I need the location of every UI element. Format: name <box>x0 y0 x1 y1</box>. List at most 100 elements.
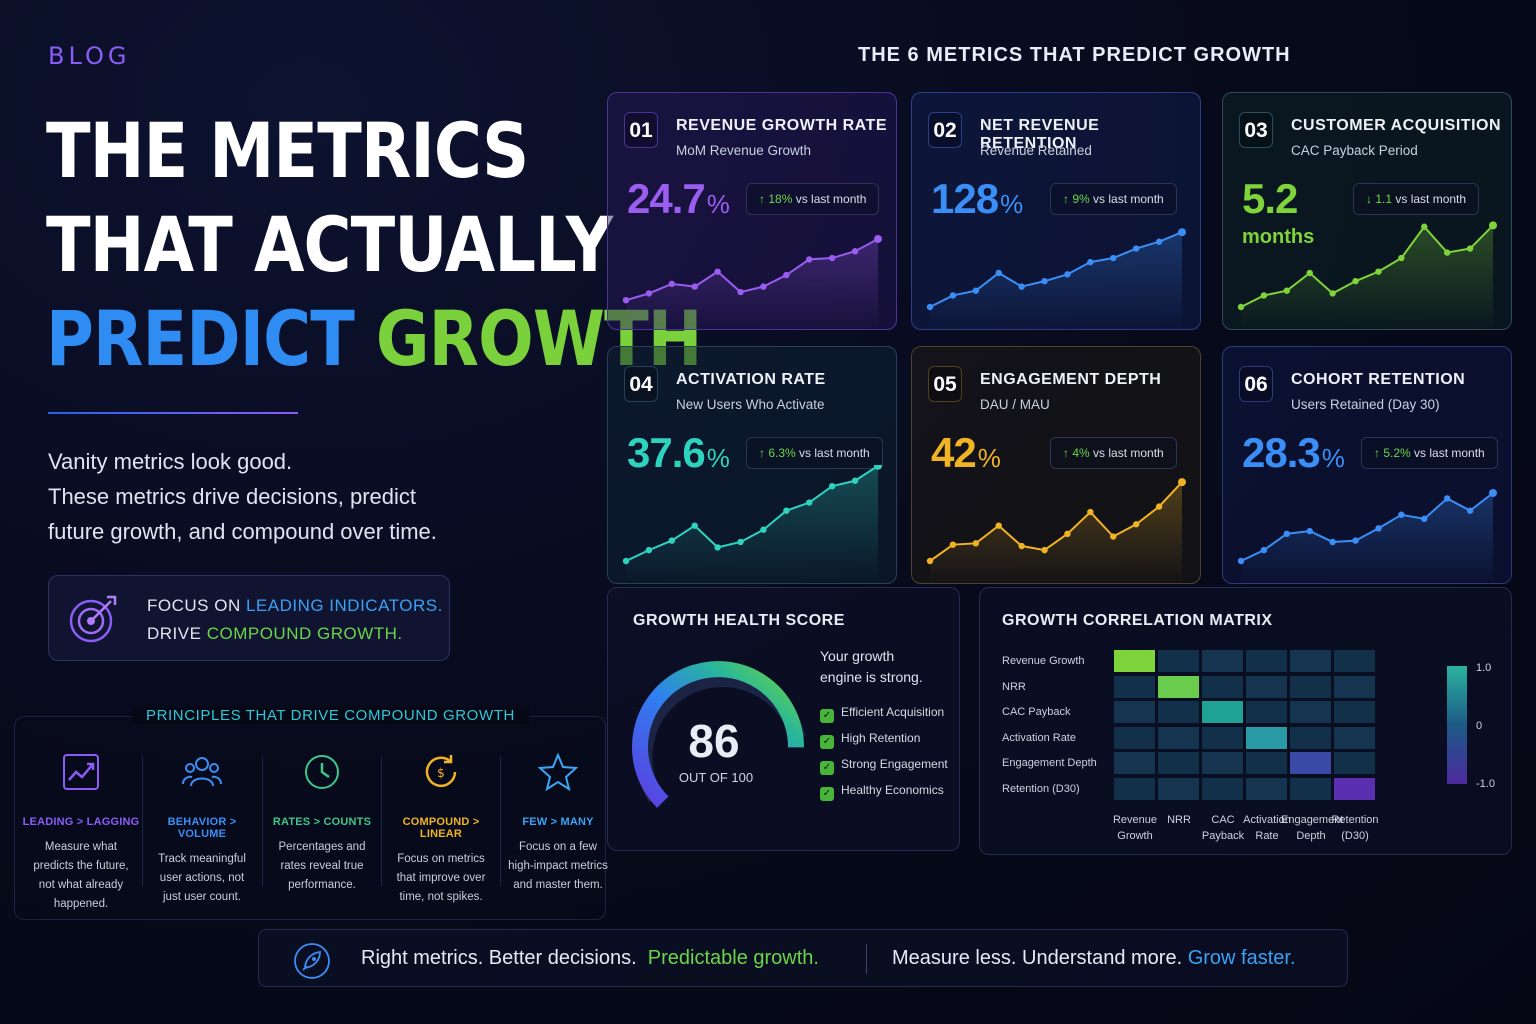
score-value: 86 <box>688 715 740 767</box>
check-icon: ✓ <box>820 735 834 749</box>
matrix-cell[interactable] <box>1158 650 1199 672</box>
sparkline-line <box>1240 224 1494 308</box>
cycle-icon: $ <box>425 755 457 788</box>
gauge-fill <box>632 661 805 808</box>
matrix-col-label: Activation Rate <box>1243 814 1291 842</box>
sparkline-point <box>1306 527 1313 535</box>
metric-subtitle: MoM Revenue Growth <box>676 143 812 158</box>
matrix-cell[interactable] <box>1202 752 1243 775</box>
metric-delta: ↓ 1.1 vs last month <box>1353 183 1480 215</box>
matrix-cell[interactable] <box>1158 701 1199 724</box>
metric-subtitle: New Users Who Activate <box>676 397 825 412</box>
focus-line-1: FOCUS ON LEADING INDICATORS. <box>147 596 443 615</box>
matrix-cell[interactable] <box>1158 778 1199 800</box>
matrix-row-label: Engagement Depth <box>1002 757 1097 770</box>
matrix-cell[interactable] <box>1334 778 1375 800</box>
sparkline-point <box>668 537 676 544</box>
matrix-cell[interactable] <box>1158 675 1199 698</box>
sparkline-point <box>1064 530 1071 537</box>
matrix-cell[interactable] <box>1202 778 1243 800</box>
sparkline-point <box>851 477 859 484</box>
matrix-cell[interactable] <box>1290 650 1331 672</box>
metric-sparkline <box>622 465 882 583</box>
matrix-cell[interactable] <box>1290 752 1331 775</box>
sparkline-area <box>1241 225 1493 329</box>
matrix-row-label: CAC Payback <box>1002 706 1071 719</box>
sparkline-point <box>926 303 934 311</box>
metric-card[interactable]: 04 ACTIVATION RATE New Users Who Activate 3… <box>607 346 897 584</box>
metric-sparkline <box>1237 221 1497 329</box>
matrix-cell[interactable] <box>1334 701 1375 724</box>
sparkline-point <box>691 522 698 529</box>
matrix-cell[interactable] <box>1202 650 1243 672</box>
blog-label[interactable]: BLOG <box>48 42 131 70</box>
check-item: ✓ Strong Engagement <box>820 757 948 775</box>
sparkline-point <box>1110 533 1117 540</box>
matrix-cell[interactable] <box>1334 726 1375 749</box>
metric-sparkline <box>926 478 1186 583</box>
principle-divider <box>262 756 263 886</box>
metric-delta: ↑ 5.2% vs last month <box>1361 437 1498 469</box>
sparkline-point <box>622 297 630 304</box>
matrix-cell[interactable] <box>1114 752 1155 775</box>
sparkline-point <box>1110 254 1117 262</box>
matrix-cell[interactable] <box>1202 701 1243 724</box>
metric-subtitle: DAU / MAU <box>980 397 1050 412</box>
sparkline-point <box>760 283 767 290</box>
metric-card[interactable]: 01 REVENUE GROWTH RATE MoM Revenue Growth 2… <box>607 92 897 330</box>
delta-arrow-icon: ↑ <box>1374 446 1380 460</box>
matrix-cell[interactable] <box>1246 752 1287 775</box>
sparkline-point <box>1155 503 1163 510</box>
delta-arrow-icon: ↑ <box>759 192 765 206</box>
matrix-cell[interactable] <box>1246 675 1287 698</box>
rocket-icon <box>294 943 330 979</box>
matrix-cell[interactable] <box>1114 701 1155 724</box>
sparkline-point <box>1155 238 1163 245</box>
matrix-cell[interactable] <box>1290 726 1331 749</box>
sparkline-point <box>1018 283 1025 290</box>
matrix-cell[interactable] <box>1290 675 1331 698</box>
matrix-cell[interactable] <box>1246 778 1287 800</box>
focus-callout: FOCUS ON LEADING INDICATORS. DRIVE COMPO… <box>48 575 450 661</box>
principle-heading: RATES > COUNTS <box>272 816 372 828</box>
star-icon <box>538 752 578 792</box>
matrix-cell[interactable] <box>1246 701 1287 724</box>
metric-card[interactable]: 06 COHORT RETENTION Users Retained (Day 30… <box>1222 346 1512 584</box>
matrix-cell[interactable] <box>1114 778 1155 800</box>
metric-value: 37.6% <box>627 429 730 476</box>
matrix-cell[interactable] <box>1334 675 1375 698</box>
matrix-col-label: NRR <box>1167 814 1191 826</box>
matrix-cell[interactable] <box>1202 675 1243 698</box>
trend-up-icon <box>63 754 99 790</box>
matrix-cell[interactable] <box>1202 726 1243 749</box>
metric-card[interactable]: 05 ENGAGEMENT DEPTH DAU / MAU 42% ↑ 4% vs la… <box>911 346 1201 584</box>
page-title: THE METRICS THAT ACTUALLY PREDICT GROWTH <box>46 104 703 386</box>
principle-heading: COMPOUND > LINEAR <box>402 816 480 840</box>
metric-card[interactable]: 03 CUSTOMER ACQUISITION CAC Payback Period… <box>1222 92 1512 330</box>
matrix-cell[interactable] <box>1246 650 1287 672</box>
sparkline-point <box>1306 269 1313 277</box>
sparkline-point <box>1237 303 1245 311</box>
principle-desc: Track meaningful user actions, not just us… <box>158 853 246 903</box>
matrix-cell[interactable] <box>1290 701 1331 724</box>
sparkline-point <box>806 499 813 506</box>
sparkline-line <box>929 481 1183 562</box>
footer-divider <box>866 944 867 974</box>
metric-number: 02 <box>928 112 962 148</box>
matrix-row-label: Revenue Growth <box>1002 655 1085 667</box>
matrix-cell[interactable] <box>1114 650 1155 672</box>
target-icon <box>69 595 117 643</box>
colorbar-max: 1.0 <box>1476 662 1492 674</box>
matrix-cell[interactable] <box>1334 752 1375 775</box>
sparkline-point <box>691 283 698 290</box>
matrix-row-label: Activation Rate <box>1002 731 1076 744</box>
metric-card[interactable]: 02 NET REVENUE RETENTION Revenue Retained 1… <box>911 92 1201 330</box>
matrix-cell[interactable] <box>1290 778 1331 800</box>
matrix-cell[interactable] <box>1114 726 1155 749</box>
matrix-cell[interactable] <box>1114 675 1155 698</box>
matrix-cell[interactable] <box>1334 650 1375 672</box>
matrix-cell[interactable] <box>1158 752 1199 775</box>
matrix-cell[interactable] <box>1246 726 1287 749</box>
matrix-cell[interactable] <box>1158 726 1199 749</box>
sparkline-point <box>1489 489 1497 497</box>
